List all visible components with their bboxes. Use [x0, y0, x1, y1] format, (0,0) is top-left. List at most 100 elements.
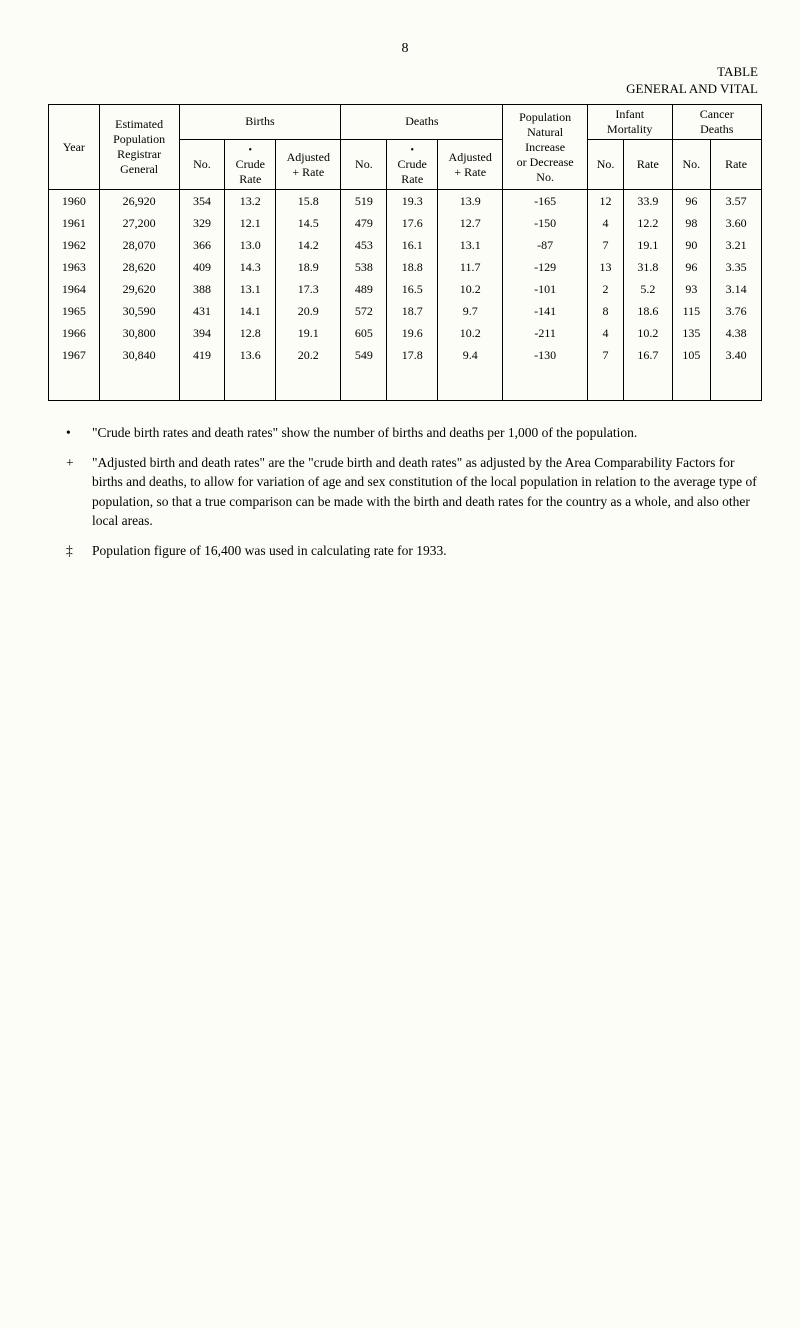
cell-nat: -130: [503, 344, 588, 366]
cell-imno: 7: [587, 344, 623, 366]
cell-cano: 98: [672, 212, 711, 234]
table-row: 196429,62038813.117.348916.510.2-10125.2…: [49, 278, 762, 300]
cell-dar: 9.4: [438, 344, 503, 366]
cell-bcr: 12.8: [225, 322, 276, 344]
note-plus-text: "Adjusted birth and death rates" are the…: [92, 455, 757, 529]
cell-imrt: 5.2: [624, 278, 672, 300]
cell-imno: 7: [587, 234, 623, 256]
cell-pop: 30,800: [99, 322, 179, 344]
col-infant: InfantMortality: [587, 104, 672, 139]
plus-icon: +: [66, 453, 74, 473]
col-imno: No.: [587, 139, 623, 190]
cell-dno: 605: [341, 322, 387, 344]
cell-year: 1962: [49, 234, 100, 256]
col-bar: Adjusted+ Rate: [276, 139, 341, 190]
cell-dar: 10.2: [438, 278, 503, 300]
col-dno: No.: [341, 139, 387, 190]
cell-cart: 3.35: [711, 256, 762, 278]
cell-pop: 29,620: [99, 278, 179, 300]
cell-cano: 115: [672, 300, 711, 322]
cell-dcr: 16.5: [387, 278, 438, 300]
cell-dno: 538: [341, 256, 387, 278]
table-subtitle: GENERAL AND VITAL: [626, 81, 758, 96]
col-year: Year: [49, 104, 100, 190]
col-births: Births: [179, 104, 341, 139]
col-nat: PopulationNaturalIncreaseor DecreaseNo.: [503, 104, 588, 190]
cell-bno: 329: [179, 212, 225, 234]
cell-dno: 489: [341, 278, 387, 300]
cell-bar: 20.9: [276, 300, 341, 322]
cell-pop: 30,590: [99, 300, 179, 322]
cell-imno: 4: [587, 322, 623, 344]
cell-nat: -101: [503, 278, 588, 300]
cell-bar: 14.5: [276, 212, 341, 234]
cell-dar: 13.9: [438, 190, 503, 213]
cell-imno: 4: [587, 212, 623, 234]
cell-dar: 10.2: [438, 322, 503, 344]
col-cano: No.: [672, 139, 711, 190]
cell-cart: 4.38: [711, 322, 762, 344]
cell-bcr: 13.0: [225, 234, 276, 256]
cell-bcr: 13.2: [225, 190, 276, 213]
cell-bar: 15.8: [276, 190, 341, 213]
cell-imno: 13: [587, 256, 623, 278]
col-cancer: CancerDeaths: [672, 104, 761, 139]
note-plus: + "Adjusted birth and death rates" are t…: [92, 453, 762, 531]
cell-dcr: 17.8: [387, 344, 438, 366]
cell-cano: 90: [672, 234, 711, 256]
cell-bno: 419: [179, 344, 225, 366]
cell-cart: 3.21: [711, 234, 762, 256]
cell-nat: -150: [503, 212, 588, 234]
cell-imrt: 10.2: [624, 322, 672, 344]
cell-dno: 479: [341, 212, 387, 234]
cell-imno: 2: [587, 278, 623, 300]
cell-imrt: 19.1: [624, 234, 672, 256]
cell-nat: -211: [503, 322, 588, 344]
note-ddagger-text: Population figure of 16,400 was used in …: [92, 543, 447, 558]
col-dar: Adjusted+ Rate: [438, 139, 503, 190]
cell-dno: 519: [341, 190, 387, 213]
cell-bno: 366: [179, 234, 225, 256]
bullet-icon: •: [66, 423, 71, 443]
cell-year: 1961: [49, 212, 100, 234]
cell-year: 1967: [49, 344, 100, 366]
cell-cart: 3.40: [711, 344, 762, 366]
cell-nat: -87: [503, 234, 588, 256]
cell-year: 1966: [49, 322, 100, 344]
cell-year: 1960: [49, 190, 100, 213]
cell-cart: 3.76: [711, 300, 762, 322]
col-deaths: Deaths: [341, 104, 503, 139]
cell-pop: 30,840: [99, 344, 179, 366]
cell-nat: -129: [503, 256, 588, 278]
col-est-pop: EstimatedPopulationRegistrarGeneral: [99, 104, 179, 190]
cell-dcr: 17.6: [387, 212, 438, 234]
cell-bno: 409: [179, 256, 225, 278]
table-label: TABLE: [717, 64, 758, 79]
col-bcr: •CrudeRate: [225, 139, 276, 190]
table-row: 196730,84041913.620.254917.89.4-130716.7…: [49, 344, 762, 366]
cell-bno: 431: [179, 300, 225, 322]
cell-bno: 394: [179, 322, 225, 344]
table-row: 196127,20032912.114.547917.612.7-150412.…: [49, 212, 762, 234]
cell-bar: 17.3: [276, 278, 341, 300]
cell-bno: 354: [179, 190, 225, 213]
cell-pop: 28,070: [99, 234, 179, 256]
cell-bar: 20.2: [276, 344, 341, 366]
cell-dno: 549: [341, 344, 387, 366]
cell-cano: 105: [672, 344, 711, 366]
cell-imrt: 16.7: [624, 344, 672, 366]
col-imrt: Rate: [624, 139, 672, 190]
cell-bcr: 13.6: [225, 344, 276, 366]
cell-dcr: 18.8: [387, 256, 438, 278]
cell-cano: 93: [672, 278, 711, 300]
cell-dar: 9.7: [438, 300, 503, 322]
col-dcr: •CrudeRate: [387, 139, 438, 190]
note-ddagger: ‡ Population figure of 16,400 was used i…: [92, 541, 762, 561]
cell-pop: 26,920: [99, 190, 179, 213]
cell-pop: 27,200: [99, 212, 179, 234]
col-bno: No.: [179, 139, 225, 190]
cell-nat: -141: [503, 300, 588, 322]
cell-dcr: 19.3: [387, 190, 438, 213]
cell-bar: 14.2: [276, 234, 341, 256]
cell-imrt: 33.9: [624, 190, 672, 213]
